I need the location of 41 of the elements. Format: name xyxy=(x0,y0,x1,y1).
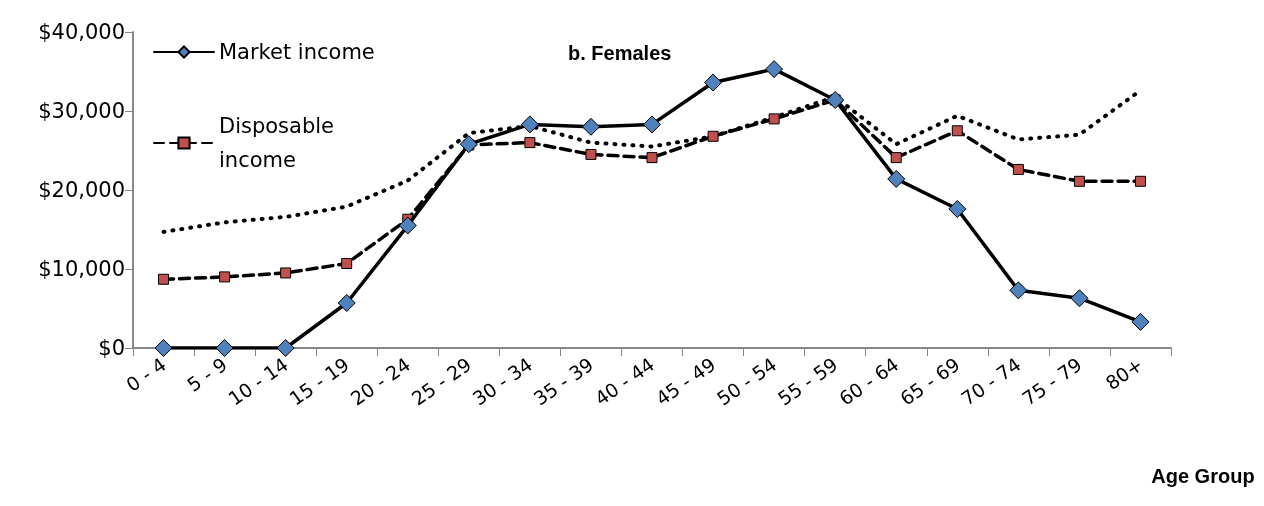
point xyxy=(707,130,719,142)
point xyxy=(765,60,784,79)
point xyxy=(215,339,234,357)
point xyxy=(581,117,600,136)
x-axis-title: Age Group xyxy=(1151,465,1255,487)
y-tick-label: $30,000 xyxy=(38,99,125,123)
point xyxy=(154,339,173,357)
point xyxy=(1134,175,1146,187)
point xyxy=(398,216,417,235)
y-tick-label: $20,000 xyxy=(38,178,125,202)
point xyxy=(219,271,231,283)
point xyxy=(1012,163,1024,175)
point xyxy=(887,169,906,188)
point xyxy=(768,113,780,125)
y-tick-label: $10,000 xyxy=(38,257,125,281)
point xyxy=(459,135,478,154)
point xyxy=(520,115,539,134)
point xyxy=(585,148,597,160)
point xyxy=(280,267,292,279)
point xyxy=(646,152,658,164)
point xyxy=(1070,289,1089,308)
point xyxy=(158,273,170,285)
point xyxy=(643,115,662,134)
point xyxy=(341,257,353,269)
point xyxy=(1073,175,1085,187)
x-tick-label: 80+ xyxy=(1101,352,1147,395)
point xyxy=(276,339,295,357)
point xyxy=(948,199,967,218)
point xyxy=(826,90,845,109)
point xyxy=(704,73,723,92)
y-tick-label: $0 xyxy=(98,336,125,360)
legend-label: Market income xyxy=(219,40,375,64)
legend-label: Disposable income xyxy=(219,114,335,172)
point xyxy=(337,293,356,312)
y-tick-label: $40,000 xyxy=(38,20,125,44)
point xyxy=(890,152,902,164)
point xyxy=(951,125,963,137)
point xyxy=(524,137,536,149)
text: b. Females xyxy=(568,42,672,64)
point xyxy=(1131,312,1150,331)
point xyxy=(1009,281,1028,300)
